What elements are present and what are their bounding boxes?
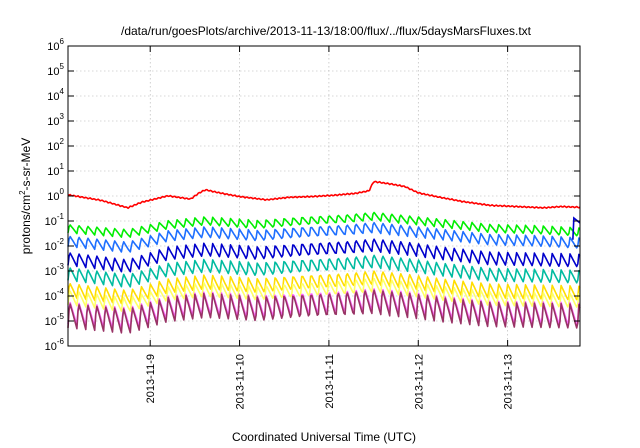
y-tick-label: 10-4 — [45, 287, 65, 303]
y-tick-base: 10 — [45, 216, 57, 228]
y-tick-base: 10 — [47, 191, 59, 203]
y-tick-label: 10-6 — [45, 337, 65, 353]
y-tick-exponent: -6 — [57, 337, 65, 346]
series-line — [67, 270, 581, 305]
y-tick-label: 10-5 — [45, 312, 65, 328]
y-tick-label: 101 — [47, 162, 64, 178]
y-tick-exponent: 4 — [60, 87, 65, 96]
x-tick-label: 2013-11-11 — [324, 354, 336, 409]
series-line — [67, 254, 581, 288]
y-tick-exponent: 2 — [60, 137, 65, 146]
y-tick-label: 10-3 — [45, 262, 65, 278]
y-tick-exponent: 6 — [60, 37, 65, 46]
x-tick-label: 2013-11-10 — [235, 354, 247, 409]
y-tick-base: 10 — [45, 316, 57, 328]
y-axis-label-suffix: -s-sr-MeV — [19, 138, 33, 191]
y-tick-label: 100 — [47, 187, 64, 203]
y-tick-exponent: 0 — [60, 187, 65, 196]
y-tick-base: 10 — [47, 166, 59, 178]
y-tick-label: 106 — [47, 37, 64, 53]
x-tick-label: 2013-11-13 — [503, 354, 515, 409]
y-tick-exponent: -5 — [57, 312, 65, 321]
y-tick-base: 10 — [47, 41, 59, 53]
y-tick-exponent: -4 — [57, 287, 65, 296]
series-line — [67, 289, 581, 334]
y-axis-label: protons/cm2-s-sr-MeV — [18, 138, 33, 254]
y-axis-label-superscript: 2 — [18, 190, 27, 195]
y-tick-base: 10 — [45, 266, 57, 278]
y-tick-label: 10-1 — [45, 212, 65, 228]
chart-title: /data/run/goesPlots/archive/2013-11-13/1… — [121, 24, 532, 38]
y-tick-base: 10 — [45, 341, 57, 353]
y-tick-exponent: -2 — [57, 237, 65, 246]
y-tick-exponent: 1 — [60, 162, 65, 171]
y-tick-exponent: -3 — [57, 262, 65, 271]
series-line — [67, 238, 581, 273]
y-tick-label: 103 — [47, 112, 64, 128]
series-line — [67, 211, 581, 238]
y-tick-base: 10 — [45, 291, 57, 303]
x-tick-label: 2013-11-9 — [145, 354, 157, 403]
y-tick-label: 104 — [47, 87, 64, 103]
y-tick-exponent: 3 — [60, 112, 65, 121]
series-line — [67, 221, 581, 253]
series-line — [67, 277, 581, 312]
y-tick-label: 105 — [47, 62, 64, 78]
y-tick-exponent: -1 — [57, 212, 65, 221]
y-tick-base: 10 — [47, 91, 59, 103]
y-tick-base: 10 — [47, 141, 59, 153]
x-axis: 2013-11-9 2013-11-10 2013-11-11 2013-11-12 2… — [145, 46, 515, 409]
series-group — [67, 180, 581, 334]
x-tick-label: 2013-11-12 — [413, 354, 425, 409]
y-tick-exponent: 5 — [60, 62, 65, 71]
y-tick-label: 10-2 — [45, 237, 65, 253]
y-tick-base: 10 — [47, 116, 59, 128]
y-axis: 10-610-510-410-310-210-11001011021031041… — [45, 37, 580, 353]
y-tick-base: 10 — [47, 66, 59, 78]
y-tick-base: 10 — [45, 241, 57, 253]
x-axis-label: Coordinated Universal Time (UTC) — [232, 430, 416, 444]
y-axis-label-main: protons/cm — [19, 195, 33, 254]
series-line — [67, 180, 581, 210]
y-tick-label: 102 — [47, 137, 64, 153]
